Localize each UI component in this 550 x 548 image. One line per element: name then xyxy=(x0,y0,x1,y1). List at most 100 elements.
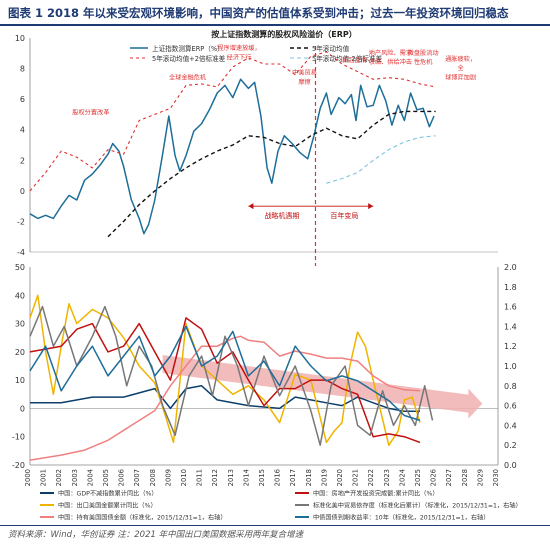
right-y-tick-label: 0.2 xyxy=(504,441,517,450)
x-tick-label: 2009 xyxy=(164,469,172,486)
x-tick-label: 2023 xyxy=(383,469,391,486)
top-legend-label: 5年滚动均值-2倍标准差 xyxy=(312,54,383,63)
x-tick-label: 2019 xyxy=(320,469,328,486)
bottom-series-line-4 xyxy=(29,305,434,446)
top-legend-label: 5年滚动均值 xyxy=(312,44,350,53)
legend-label: 中国：GDP不减指数累计同比（%） xyxy=(58,490,158,498)
x-tick-label: 2003 xyxy=(71,469,79,486)
event-annotation: 微盘股流动 xyxy=(408,49,439,57)
x-tick-label: 2000 xyxy=(24,469,32,486)
event-annotation: 新冠疫情 xyxy=(342,56,367,64)
legend-label: 中国：房地产开发投资完成额:累计同比（%） xyxy=(313,490,439,498)
event-annotation: 程序增速放缓， xyxy=(217,44,260,52)
right-y-tick-label: 0.0 xyxy=(504,461,517,470)
event-annotation: 性危机 xyxy=(414,58,433,66)
period-label: 战略机遇期 xyxy=(264,211,299,220)
top-chart-title: 按上证指数测算的股权风险溢价（ERP） xyxy=(211,29,357,39)
x-tick-label: 2014 xyxy=(242,469,250,486)
event-annotation: 收缩、供给冲击 xyxy=(369,58,412,66)
x-tick-label: 2005 xyxy=(102,469,110,486)
x-tick-label: 2020 xyxy=(336,469,344,486)
x-tick-label: 2029 xyxy=(476,469,484,486)
top-y-tick-label: 4 xyxy=(20,126,25,135)
left-y-tick-label: 0 xyxy=(20,404,25,413)
top-y-tick-label: 8 xyxy=(20,65,25,74)
event-annotation: 经济下行 xyxy=(227,53,252,61)
period-arrow-head xyxy=(248,203,254,210)
event-annotation: 通胀疲软， xyxy=(445,55,476,63)
top-series-line-1 xyxy=(107,110,436,238)
period-label: 百年变局 xyxy=(330,211,358,220)
bottom-series-line-3 xyxy=(29,317,421,444)
top-y-tick-label: 6 xyxy=(20,95,25,104)
bottom-series-line-5 xyxy=(29,325,421,422)
legend-label: 中国：出口美国金额累计同比（%） xyxy=(58,502,157,510)
x-tick-label: 2026 xyxy=(430,469,438,486)
top-y-tick-label: 0 xyxy=(20,187,25,196)
x-tick-label: 2028 xyxy=(461,469,469,486)
event-annotation: 股权分置改革 xyxy=(72,108,109,116)
bottom-series-line-2 xyxy=(29,335,421,461)
source-note: 资料来源：Wind，华创证券 注：2021 年中国出口美国数据采用两年复合增速 xyxy=(8,530,304,540)
left-y-tick-label: 30 xyxy=(15,320,25,329)
top-y-tick-label: 10 xyxy=(15,34,25,43)
x-tick-label: 2022 xyxy=(367,469,375,486)
legend-label: 标准化美中贸易依存度（标准化后累计）（标准化，2015/12/31=1，右轴） xyxy=(313,502,522,510)
top-y-tick-label: 2 xyxy=(20,156,25,165)
top-series-line-3 xyxy=(326,135,436,184)
bottom-series-line-0 xyxy=(30,385,420,413)
event-annotation: 全 xyxy=(457,64,464,72)
right-y-tick-label: 1.2 xyxy=(504,342,517,351)
x-tick-label: 2006 xyxy=(118,469,126,486)
figure-title: 图表 1 2018 年以来受宏观环境影响，中国资产的估值体系受到冲击；过去一年投… xyxy=(8,6,509,20)
x-tick-label: 2004 xyxy=(86,469,94,486)
x-tick-label: 2011 xyxy=(196,469,204,486)
right-y-tick-label: 1.4 xyxy=(504,322,517,331)
left-y-tick-label: 10 xyxy=(15,376,25,385)
bottom-series-line-1 xyxy=(29,294,421,446)
right-y-tick-label: 0.8 xyxy=(504,382,517,391)
legend-label: 中国：持有美国国债金额（标准化，2015/12/31=1，右轴） xyxy=(58,514,227,522)
legend-label: 中债国债到期收益率：10年（标准化，2015/12/31=1，右轴） xyxy=(313,514,489,522)
x-tick-label: 2016 xyxy=(274,469,282,486)
event-annotation: 地产风险、需求 xyxy=(369,49,412,57)
x-tick-label: 2007 xyxy=(133,469,141,486)
x-tick-label: 2012 xyxy=(211,469,219,486)
event-annotation: 中美贸易 xyxy=(292,69,317,77)
x-tick-label: 2027 xyxy=(445,469,453,486)
event-annotation: 全球金融危机 xyxy=(169,73,207,81)
left-y-tick-label: 50 xyxy=(15,263,25,272)
left-y-tick-label: 40 xyxy=(15,291,25,300)
title-rule xyxy=(0,24,550,26)
x-tick-label: 2025 xyxy=(414,469,422,486)
right-y-tick-label: 2.0 xyxy=(504,263,517,272)
top-series-line-0 xyxy=(29,78,435,235)
right-y-tick-label: 0.6 xyxy=(504,402,517,411)
event-annotation: 球博弈加剧 xyxy=(445,73,476,81)
bottom-rule xyxy=(0,525,550,526)
left-y-tick-label: -20 xyxy=(12,461,25,470)
legend-bottom: 中国：GDP不减指数累计同比（%） 中国：房地产开发投资完成额:累计同比（%） 中国… xyxy=(40,490,522,522)
top-legend-label: 上证指数测算ERP（%） xyxy=(152,44,224,53)
x-tick-label: 2010 xyxy=(180,469,188,486)
top-legend-label: 5年滚动均值+2倍标准差 xyxy=(152,54,226,63)
x-tick-label: 2018 xyxy=(305,469,313,486)
left-y-tick-label: -10 xyxy=(12,433,25,442)
right-y-tick-label: 1.8 xyxy=(504,283,517,292)
top-y-tick-label: -2 xyxy=(17,217,25,226)
bottom-chart: -20-10010203040500.00.20.40.60.81.01.21.… xyxy=(12,263,517,486)
x-tick-label: 2024 xyxy=(398,469,406,486)
x-tick-label: 2017 xyxy=(289,469,297,486)
right-y-tick-label: 1.6 xyxy=(504,303,517,312)
top-y-tick-label: -4 xyxy=(17,248,25,257)
period-arrow-head xyxy=(368,203,374,210)
top-chart: 按上证指数测算的股权风险溢价（ERP） -4 -2 0 2 4 6 8 10 上证指数测算ERP（… xyxy=(15,29,498,266)
x-tick-label: 2015 xyxy=(258,469,266,486)
x-tick-label: 2013 xyxy=(227,469,235,486)
x-tick-label: 2008 xyxy=(149,469,157,486)
x-tick-label: 2001 xyxy=(40,469,48,486)
left-y-tick-label: 20 xyxy=(15,348,25,357)
x-tick-label: 2030 xyxy=(492,469,500,486)
right-y-tick-label: 0.4 xyxy=(504,421,517,430)
x-tick-label: 2002 xyxy=(55,469,63,486)
